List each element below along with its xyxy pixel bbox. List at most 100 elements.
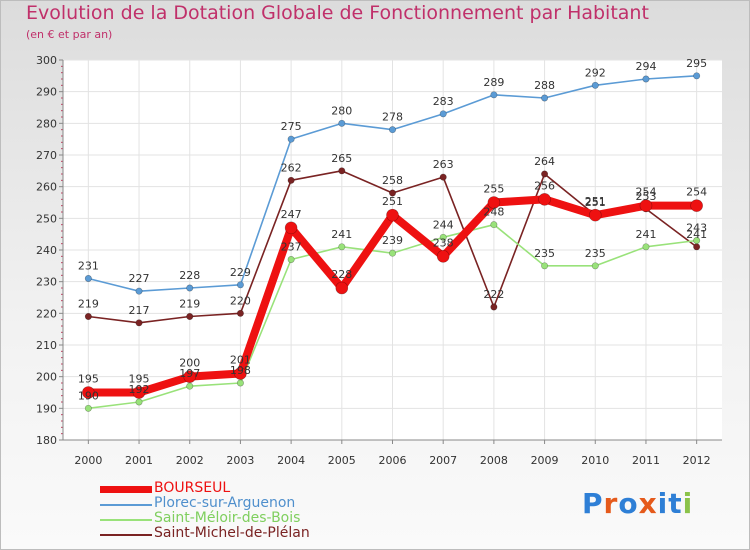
proxiti-logo: Proxiti: [582, 487, 693, 520]
data-label: 264: [534, 155, 555, 168]
legend-label: Plorec-sur-Arguenon: [154, 495, 296, 511]
legend-swatch: [100, 504, 152, 506]
legend-label: BOURSEUL: [154, 480, 231, 496]
data-point: [186, 284, 194, 292]
data-point: [186, 382, 194, 390]
data-point: [693, 237, 701, 245]
data-label: 231: [78, 260, 99, 273]
data-label: 280: [331, 104, 352, 117]
data-point: [183, 370, 197, 383]
data-point: [541, 94, 549, 102]
data-point: [287, 176, 295, 184]
x-tick-label: 2012: [683, 454, 711, 467]
data-label: 278: [382, 111, 403, 124]
logo-letter: x: [638, 487, 658, 520]
data-label: 283: [433, 95, 454, 108]
logo-letter: r: [603, 487, 619, 520]
data-point: [287, 255, 295, 263]
data-point: [335, 281, 349, 295]
data-point: [338, 119, 346, 127]
data-label: 256: [534, 179, 555, 192]
data-point: [386, 208, 399, 222]
data-point: [135, 319, 143, 327]
data-point: [84, 274, 92, 282]
data-label: 247: [281, 208, 302, 221]
data-point: [236, 379, 244, 387]
data-label: 229: [230, 266, 251, 279]
data-label: 195: [78, 373, 99, 386]
data-label: 292: [585, 66, 606, 79]
data-point: [642, 75, 650, 83]
data-point: [135, 398, 143, 406]
logo-letter: o: [618, 487, 639, 520]
data-label: 244: [433, 218, 454, 231]
y-tick-label: 270: [36, 149, 57, 162]
x-tick-label: 2007: [429, 454, 457, 467]
data-label: 227: [129, 272, 150, 285]
x-tick-label: 2010: [581, 454, 609, 467]
x-tick-label: 2002: [176, 454, 204, 467]
y-tick-label: 280: [36, 117, 57, 130]
data-label: 198: [230, 364, 251, 377]
data-point: [284, 221, 298, 235]
data-point: [541, 262, 549, 270]
chart-subtitle: (en € et par an): [26, 28, 113, 41]
data-point: [338, 167, 346, 175]
data-point: [287, 135, 295, 143]
y-tick-label: 210: [36, 339, 57, 352]
data-point: [639, 199, 653, 212]
x-tick-label: 2008: [480, 454, 508, 467]
data-label: 248: [483, 206, 504, 219]
x-tick-label: 2003: [226, 454, 254, 467]
data-point: [236, 309, 244, 317]
data-label: 255: [483, 183, 504, 196]
data-point: [538, 193, 551, 206]
data-point: [490, 303, 498, 311]
logo-letter: i: [682, 487, 694, 520]
data-point: [132, 386, 146, 399]
data-label: 251: [382, 195, 403, 208]
logo-letter: t: [668, 487, 683, 520]
data-point: [388, 126, 396, 134]
y-tick-label: 240: [36, 244, 57, 257]
data-label: 197: [179, 367, 200, 380]
data-point: [388, 189, 396, 197]
data-label: 251: [585, 195, 606, 208]
x-tick-label: 2006: [379, 454, 407, 467]
data-point: [591, 81, 599, 89]
y-tick-label: 180: [36, 434, 57, 447]
data-label: 237: [281, 241, 302, 254]
data-label: 241: [686, 228, 707, 241]
data-point: [591, 262, 599, 270]
legend-label: Saint-Méloir-des-Bois: [154, 510, 301, 526]
data-point: [186, 312, 194, 320]
x-tick-label: 2000: [74, 454, 102, 467]
data-label: 222: [483, 288, 504, 301]
data-point: [436, 250, 450, 263]
data-point: [693, 243, 701, 251]
y-tick-label: 260: [36, 181, 57, 194]
data-point: [338, 243, 346, 251]
series-layer: [82, 72, 703, 412]
data-point: [487, 196, 501, 209]
y-tick-label: 200: [36, 371, 57, 384]
data-label: 241: [635, 228, 656, 241]
data-label: 238: [433, 236, 454, 249]
data-point: [84, 404, 92, 412]
data-label: 190: [78, 389, 99, 402]
data-point: [439, 110, 447, 118]
y-tick-label: 290: [36, 86, 57, 99]
data-label: 219: [78, 298, 99, 311]
data-point: [693, 72, 701, 80]
data-label: 228: [179, 269, 200, 282]
x-tick-label: 2004: [277, 454, 305, 467]
data-label: 239: [382, 234, 403, 247]
legend-swatch: [100, 486, 152, 493]
data-label: 253: [635, 190, 656, 203]
logo-letter: P: [582, 487, 604, 520]
y-tick-label: 230: [36, 276, 57, 289]
data-label: 254: [635, 186, 656, 199]
data-point: [439, 173, 447, 181]
data-label: 217: [129, 304, 150, 317]
